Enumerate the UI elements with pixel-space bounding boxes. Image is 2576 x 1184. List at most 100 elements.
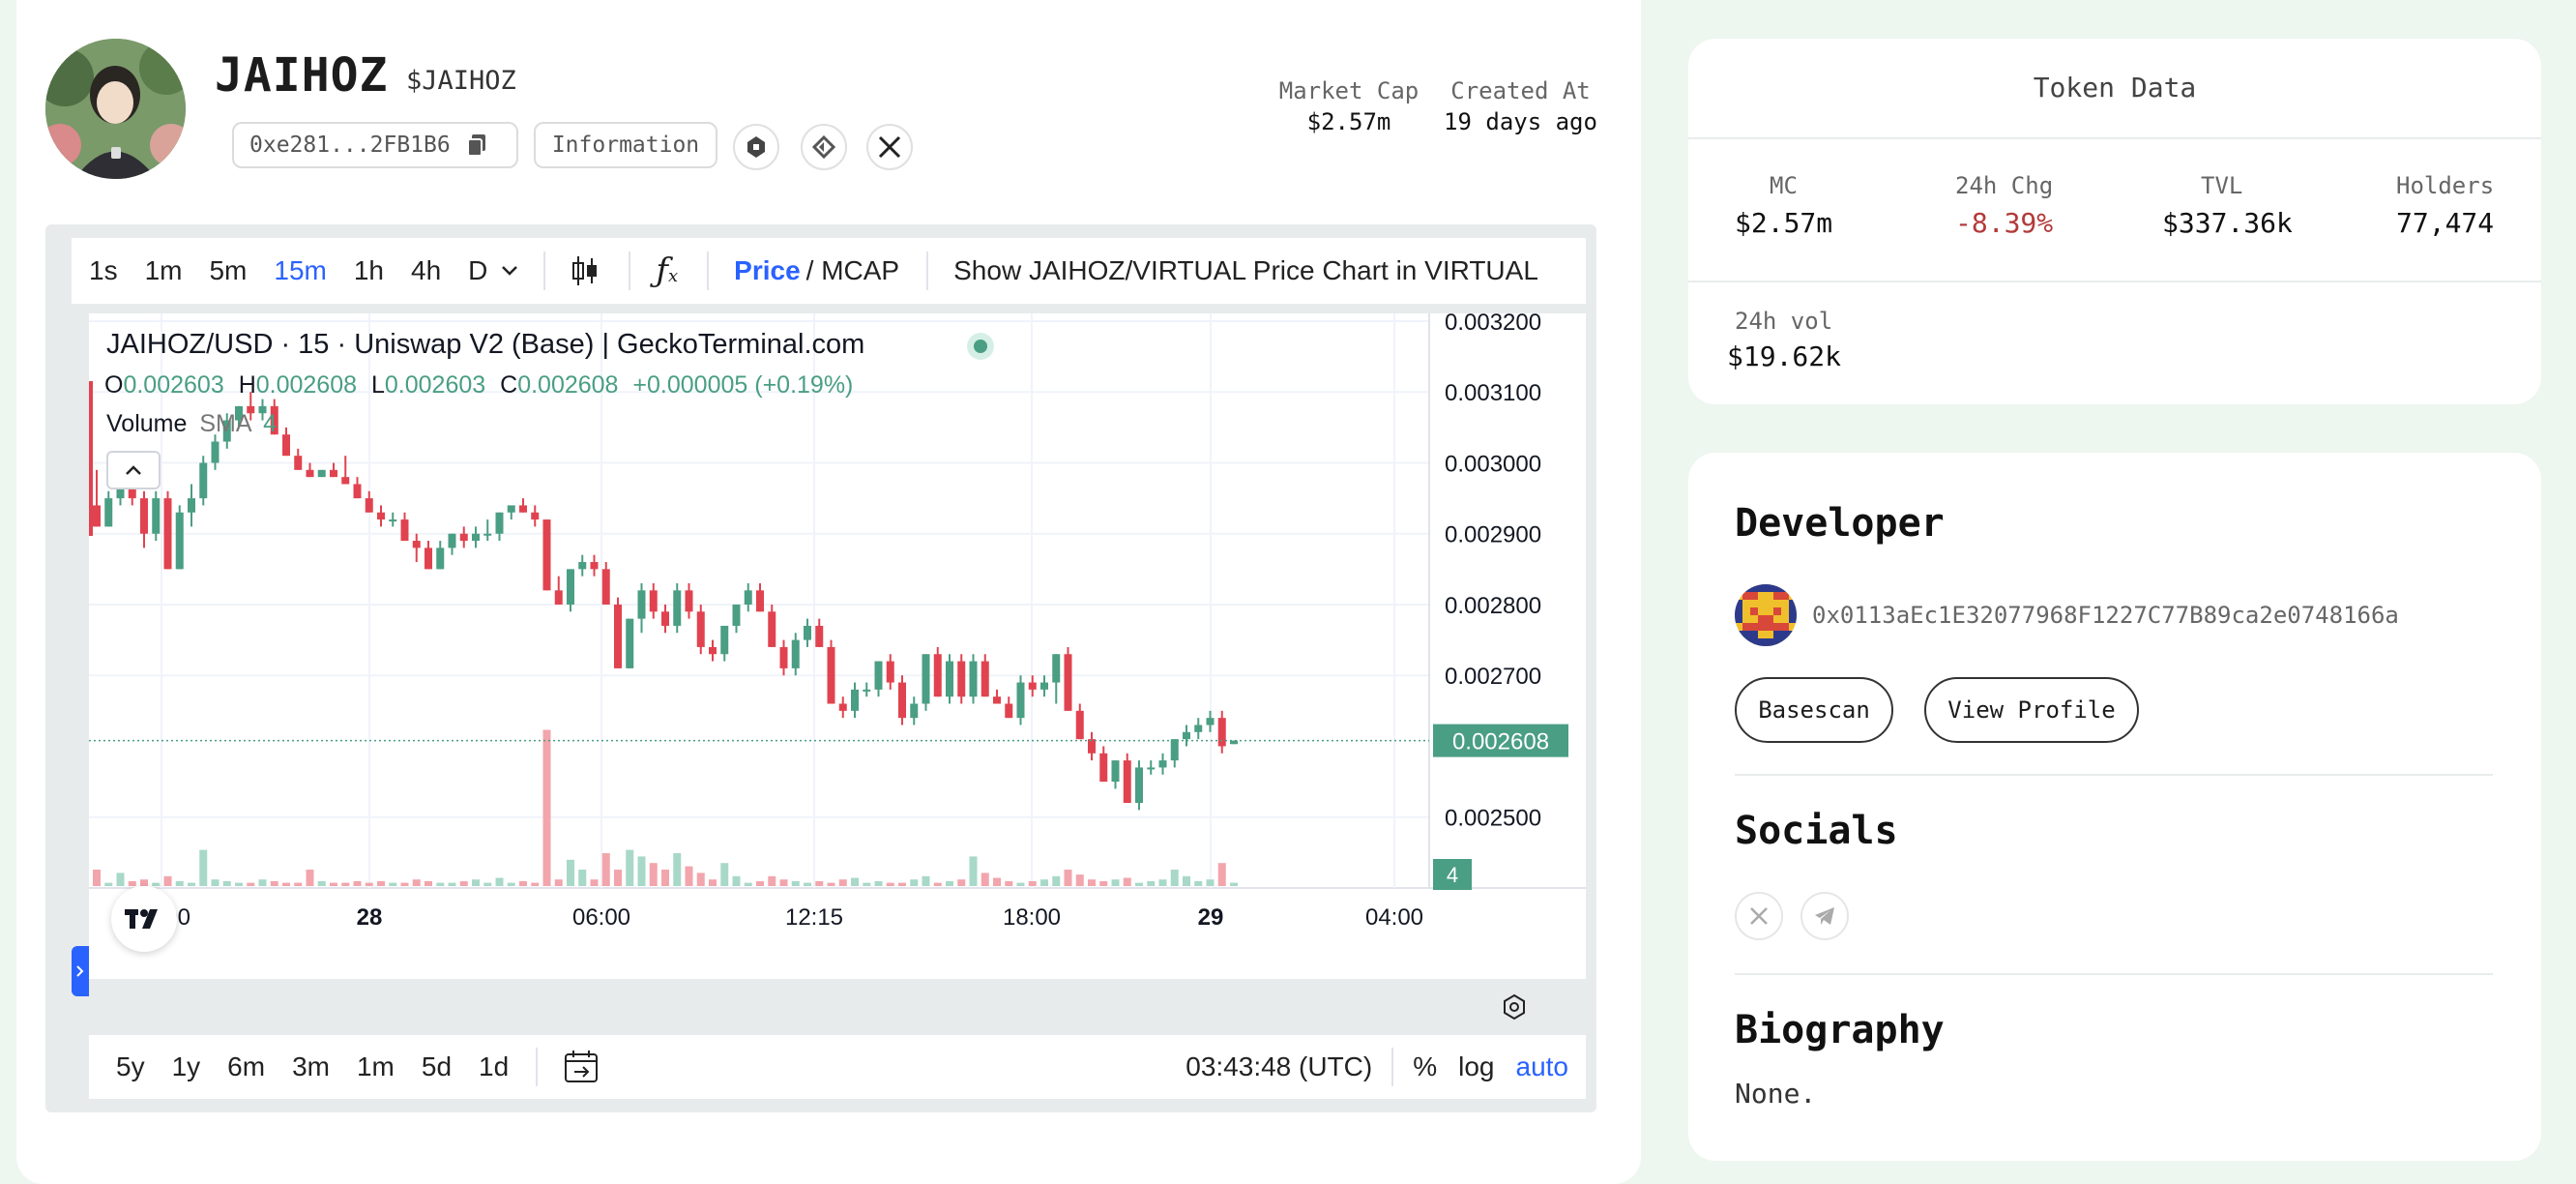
volume-bar (768, 875, 776, 886)
developer-title: Developer (1735, 501, 1945, 546)
volume-bar (330, 882, 337, 886)
auto-scale-toggle[interactable]: auto (1515, 1051, 1569, 1081)
candle-body (211, 441, 220, 463)
candle-body (732, 604, 741, 626)
percent-scale-toggle[interactable]: % (1413, 1051, 1438, 1081)
high-label: H (238, 371, 256, 399)
volume-bar (1088, 879, 1096, 886)
candle-body (459, 533, 468, 542)
candle-body (1040, 682, 1048, 690)
candle-body (495, 512, 504, 534)
volume-bar (519, 880, 527, 886)
range-1m[interactable]: 1m (356, 1051, 395, 1081)
range-6m[interactable]: 6m (227, 1051, 266, 1081)
candle-body (756, 590, 764, 612)
x-twitter-icon[interactable] (866, 124, 913, 170)
chart-settings-icon[interactable] (1497, 990, 1532, 1024)
interval-4h[interactable]: 4h (411, 255, 442, 285)
volume-bar (211, 879, 220, 886)
collapse-legend-button[interactable] (106, 451, 161, 489)
telegram-icon[interactable] (1800, 892, 1849, 940)
candlestick-chart-svg[interactable]: 0.003200 0.003100 0.003000 0.002900 0.002800… (89, 310, 1586, 979)
range-3m[interactable]: 3m (292, 1051, 330, 1081)
range-1y[interactable]: 1y (171, 1051, 201, 1081)
toolbar-divider (629, 252, 631, 290)
price-chart[interactable]: 0.003200 0.003100 0.003000 0.002900 0.002800… (89, 310, 1586, 979)
basescan-button[interactable]: Basescan (1735, 677, 1893, 743)
volume-bar (779, 879, 788, 886)
volume-bar (400, 882, 409, 886)
volume-bar (1158, 879, 1167, 886)
mcap-toggle[interactable]: / MCAP (805, 255, 900, 285)
created-at-label: Created At (1450, 77, 1591, 104)
candle-body (709, 646, 717, 655)
virtual-chart-link[interactable]: Show JAIHOZ/VIRTUAL Price Chart in VIRTU… (953, 255, 1538, 285)
developer-address[interactable]: 0x0113aEc1E32077968F1227C77B89ca2e074816… (1812, 602, 2399, 629)
volume-bar (1135, 882, 1143, 886)
volume-bar (306, 870, 314, 886)
volume-bar (709, 879, 717, 886)
candle-body (910, 703, 919, 719)
range-5d[interactable]: 5d (421, 1051, 453, 1081)
price-toggle[interactable]: Price (734, 255, 801, 285)
candle-body (1088, 739, 1096, 754)
volume-bar (1111, 879, 1120, 886)
information-button[interactable]: Information (534, 122, 717, 168)
chart-title: JAIHOZ/USD · 15 · Uniswap V2 (Base) | Ge… (106, 329, 865, 360)
y-tick-label: 0.003200 (1445, 313, 1541, 336)
calendar-goto-icon[interactable] (563, 1049, 601, 1085)
chevron-down-icon[interactable] (501, 265, 518, 277)
x-twitter-icon[interactable] (1735, 892, 1783, 940)
range-5y[interactable]: 5y (116, 1051, 145, 1081)
tradingview-logo-icon[interactable] (111, 886, 177, 952)
ohlc-legend: O0.002603 H0.002608 L0.002603 C0.002608 … (104, 371, 853, 400)
volume-bar (601, 853, 610, 886)
interval-1m[interactable]: 1m (144, 255, 183, 285)
x-tick-label: 12:15 (785, 904, 843, 931)
candle-body (1230, 740, 1238, 745)
volume-bar (863, 882, 871, 886)
interval-15m[interactable]: 15m (274, 255, 327, 285)
scroll-to-realtime-handle[interactable] (72, 946, 89, 996)
volume-bar (922, 875, 930, 886)
copy-icon[interactable] (466, 133, 487, 157)
candle-body (152, 498, 161, 534)
y-tick-label: 0.003000 (1445, 451, 1541, 477)
token-data-title: Token Data (2033, 72, 2197, 104)
candlestick-type-icon[interactable] (571, 254, 600, 287)
scanner-icon[interactable] (733, 124, 779, 170)
token-data-divider (1688, 137, 2541, 139)
utc-clock[interactable]: 03:43:48 (UTC) (1186, 1051, 1373, 1081)
interval-1s[interactable]: 1s (89, 255, 118, 285)
open-label: O (104, 371, 124, 399)
candle-body (696, 611, 705, 647)
candle-body (531, 512, 540, 520)
interval-1h[interactable]: 1h (353, 255, 385, 285)
address-pill[interactable]: 0xe281...2FB1B6 (232, 122, 518, 168)
volume-bar (1183, 875, 1190, 886)
created-at-value: 19 days ago (1444, 108, 1597, 135)
volume-bar (483, 882, 492, 886)
candle-body (1052, 654, 1061, 683)
volume-bar (258, 879, 267, 886)
candle-body (282, 434, 290, 457)
volume-bar (531, 882, 540, 886)
volume-bar (365, 882, 373, 886)
gecko-link-icon[interactable] (801, 124, 847, 170)
holders-label: Holders (2396, 172, 2495, 199)
volume-bar (1217, 863, 1226, 886)
close-label: C (500, 371, 518, 399)
candle-body (1064, 654, 1072, 711)
candle-body (389, 519, 397, 522)
volume-bar (235, 882, 243, 886)
candle-body (235, 405, 243, 421)
log-scale-toggle[interactable]: log (1458, 1051, 1495, 1081)
interval-d[interactable]: D (468, 255, 488, 285)
token-avatar (45, 39, 186, 179)
view-profile-button[interactable]: View Profile (1924, 677, 2139, 743)
indicators-fx-icon[interactable]: ƒx (656, 252, 679, 290)
toolbar-divider (543, 252, 546, 290)
interval-5m[interactable]: 5m (209, 255, 248, 285)
range-1d[interactable]: 1d (479, 1051, 510, 1081)
volume-bar (886, 882, 894, 886)
